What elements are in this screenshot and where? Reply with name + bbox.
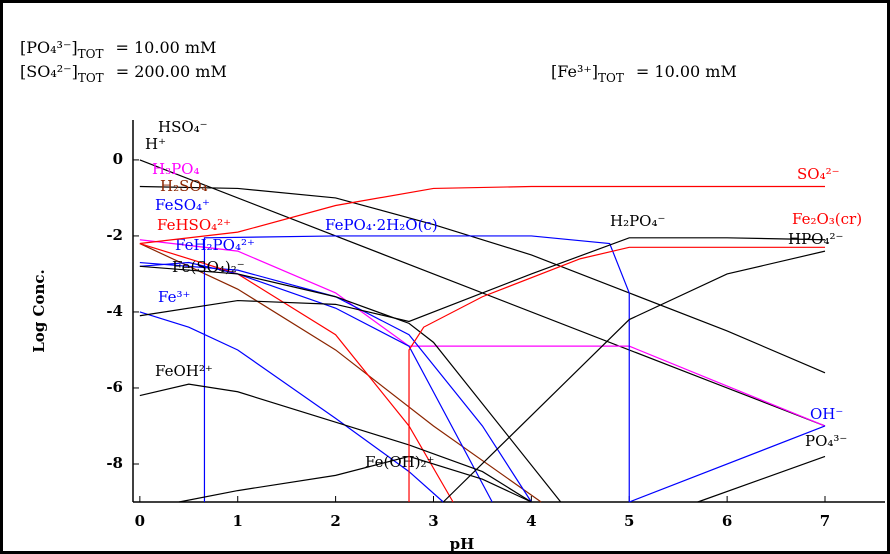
species: [PO₄³⁻] bbox=[20, 38, 78, 57]
species-line bbox=[408, 246, 825, 502]
value: = 200.00 mM bbox=[116, 62, 227, 81]
x-tick-label: 5 bbox=[624, 512, 634, 530]
species-label: FeSO₄⁺ bbox=[155, 196, 210, 214]
y-tick-label: -2 bbox=[106, 226, 123, 244]
species-label: FeH₂PO₄²⁺ bbox=[175, 236, 255, 254]
species-label: H⁺ bbox=[145, 135, 166, 153]
x-tick-label: 2 bbox=[330, 512, 340, 530]
y-tick-label: -6 bbox=[106, 378, 123, 396]
value: = 10.00 mM bbox=[116, 38, 217, 57]
species-label: H₃PO₄ bbox=[152, 160, 200, 178]
species-label: FeOH²⁺ bbox=[155, 362, 213, 380]
y-tick-label: -4 bbox=[106, 302, 123, 320]
species-line bbox=[139, 237, 826, 323]
subscript: TOT bbox=[598, 71, 624, 85]
species-label: H₂PO₄⁻ bbox=[610, 212, 665, 230]
species-line bbox=[139, 242, 542, 503]
species-label: SO₄²⁻ bbox=[797, 165, 840, 183]
species-line bbox=[139, 185, 825, 245]
species-line bbox=[139, 261, 493, 503]
species-line bbox=[203, 235, 630, 502]
species-label: Fe³⁺ bbox=[158, 288, 190, 306]
species-line bbox=[139, 239, 826, 427]
species-line bbox=[139, 311, 444, 503]
species-label: PO₄³⁻ bbox=[805, 432, 847, 450]
x-tick-label: 0 bbox=[135, 512, 145, 530]
subscript: TOT bbox=[78, 71, 104, 85]
species-label: H₂SO₄ bbox=[160, 177, 208, 195]
header-fe: [Fe³⁺]TOT = 10.00 mM bbox=[551, 62, 737, 85]
species-line bbox=[139, 242, 454, 503]
species-label: OH⁻ bbox=[810, 405, 843, 423]
x-tick-label: 7 bbox=[820, 512, 830, 530]
x-axis-label: pH bbox=[450, 535, 475, 553]
species: [Fe³⁺] bbox=[551, 62, 598, 81]
header-so4: [SO₄²⁻]TOT = 200.00 mM bbox=[20, 62, 227, 85]
species-label: FeHSO₄²⁺ bbox=[157, 216, 231, 234]
species-label: Fe(SO₄)₂⁻ bbox=[172, 258, 245, 276]
x-tick-label: 3 bbox=[428, 512, 438, 530]
species-line bbox=[139, 185, 826, 374]
species-line bbox=[139, 383, 532, 503]
species-label: Fe(OH)₂⁺ bbox=[365, 453, 434, 471]
species-line bbox=[697, 455, 826, 503]
species-label: HSO₄⁻ bbox=[158, 118, 208, 136]
subscript: TOT bbox=[78, 47, 104, 61]
species-line bbox=[442, 250, 826, 503]
y-tick-label: -8 bbox=[106, 454, 123, 472]
species-label: HPO₄²⁻ bbox=[788, 230, 843, 248]
species-label: Fe₂O₃(cr) bbox=[792, 210, 862, 228]
species-line bbox=[139, 265, 562, 503]
species-line bbox=[178, 455, 532, 503]
species-label: FePO₄·2H₂O(c) bbox=[325, 216, 438, 234]
y-tick-label: 0 bbox=[113, 150, 123, 168]
x-tick-label: 6 bbox=[722, 512, 732, 530]
x-tick-label: 4 bbox=[526, 512, 536, 530]
header-po4: [PO₄³⁻]TOT = 10.00 mM bbox=[20, 38, 216, 61]
species-line bbox=[629, 425, 826, 503]
value: = 10.00 mM bbox=[636, 62, 737, 81]
species: [SO₄²⁻] bbox=[20, 62, 78, 81]
y-axis-label: Log Conc. bbox=[30, 269, 48, 352]
x-tick-label: 1 bbox=[233, 512, 243, 530]
